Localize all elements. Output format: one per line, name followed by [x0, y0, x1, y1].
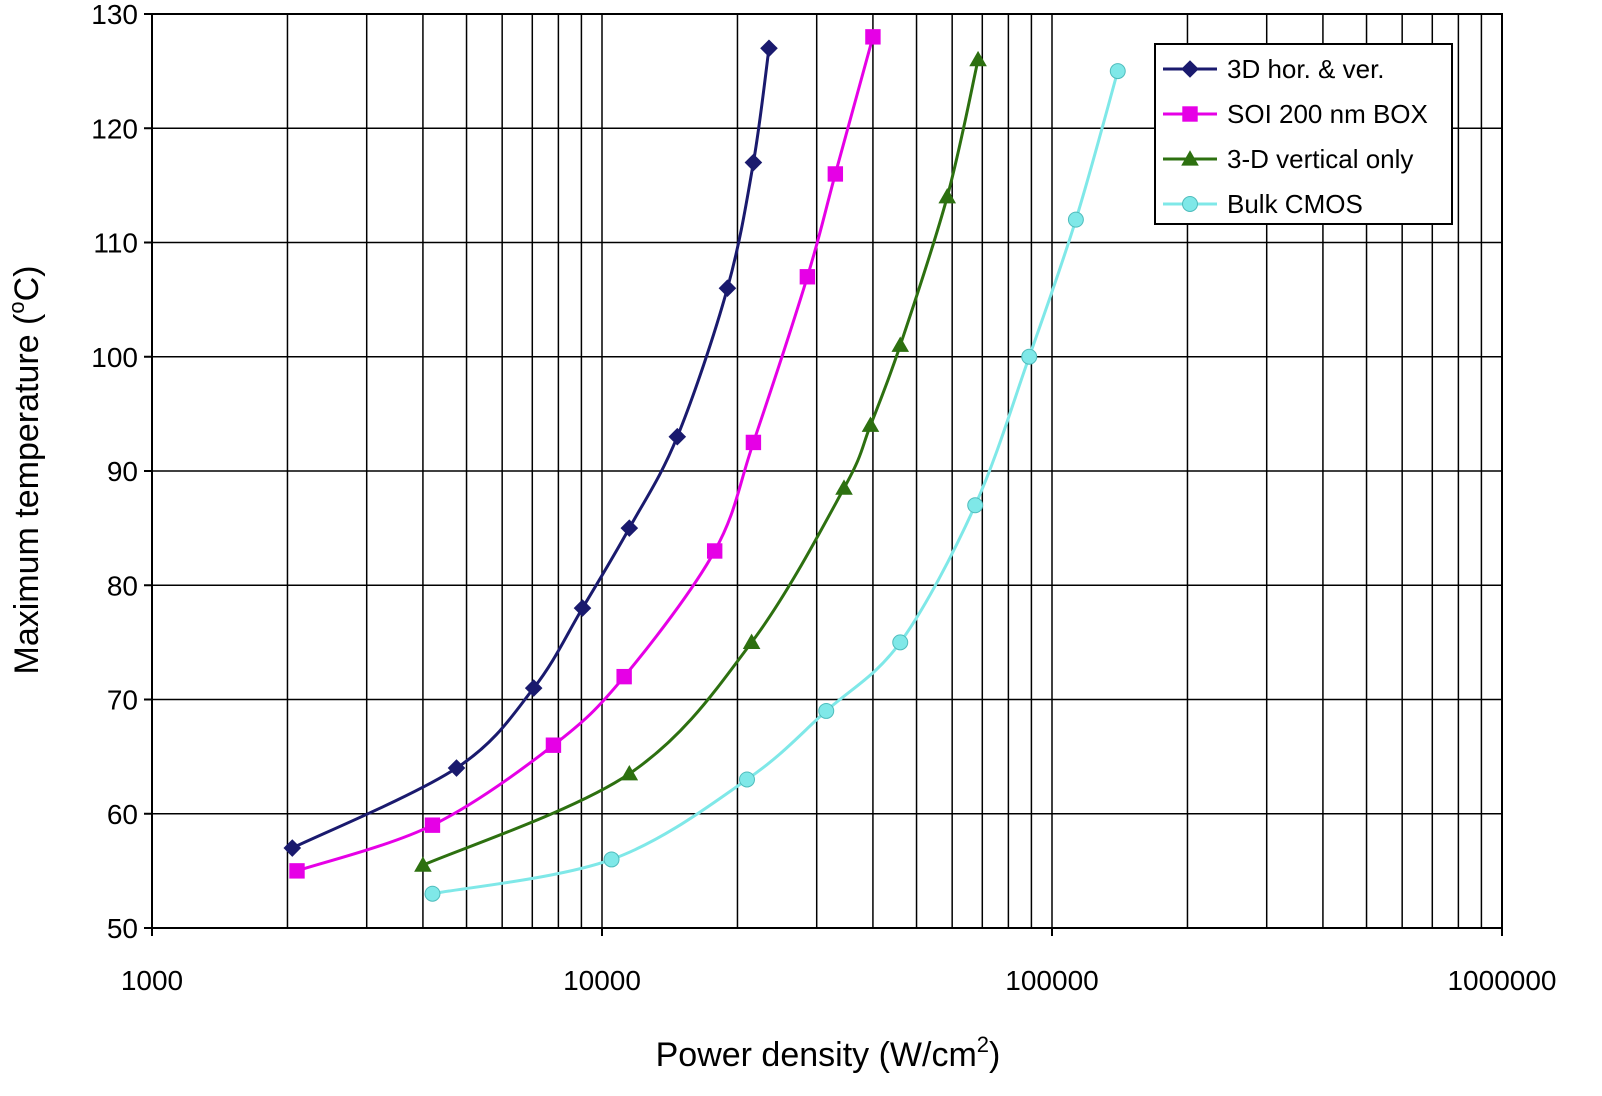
data-point [718, 279, 737, 297]
series-2 [414, 50, 987, 872]
legend-marker [1182, 106, 1198, 122]
grid [144, 13, 1503, 936]
x-axis-title-end: ) [989, 1036, 1000, 1074]
y-tick-label: 130 [91, 0, 138, 30]
series-line [432, 70, 1120, 896]
data-point [892, 634, 909, 651]
y-tick-label: 100 [91, 342, 138, 373]
y-tick-label: 80 [107, 570, 138, 601]
legend-label: SOI 200 nm BOX [1227, 99, 1428, 129]
y-tick-label: 70 [107, 685, 138, 716]
data-point [969, 50, 987, 67]
legend-marker [1181, 60, 1199, 78]
legend-item: 3D hor. & ver. [1163, 54, 1385, 84]
data-point [706, 543, 723, 559]
y-axis-title-end: C) [8, 265, 46, 301]
y-tick-label: 90 [107, 456, 138, 487]
data-point [524, 679, 543, 697]
x-tick-label: 1000 [121, 965, 183, 996]
y-axis-title: Maximum temperature (oC) [4, 265, 46, 674]
x-axis-title: Power density (W/cm2) [656, 1032, 1001, 1074]
series-line [296, 36, 875, 873]
data-point [799, 269, 816, 285]
data-point [861, 416, 880, 432]
series-3 [424, 63, 1126, 902]
series-1 [289, 29, 881, 879]
y-axis-title-main: Maximum temperature ( [8, 313, 46, 675]
data-point [573, 599, 592, 617]
x-tick-label: 10000 [563, 965, 641, 996]
data-point [545, 737, 562, 753]
series-0 [283, 39, 778, 857]
data-point [603, 851, 620, 868]
y-tick-label: 110 [93, 228, 138, 259]
y-tick-label: 50 [107, 913, 138, 944]
data-point [616, 668, 632, 685]
legend-item: Bulk CMOS [1163, 189, 1363, 219]
series-line [422, 59, 980, 867]
y-axis-title-sup: o [4, 301, 29, 313]
legend-label: 3-D vertical only [1227, 144, 1413, 174]
data-point [818, 702, 835, 719]
x-axis-title-main: Power density (W/cm [656, 1036, 977, 1074]
x-tick-label: 1000000 [1447, 965, 1556, 996]
legend-item: SOI 200 nm BOX [1163, 99, 1428, 129]
data-point [668, 427, 687, 446]
y-tick-label: 60 [107, 799, 138, 830]
data-point [1067, 211, 1084, 228]
data-point [938, 188, 957, 204]
y-tick-labels: 50 60 70 80 90 100 110 120 130 [91, 0, 138, 944]
data-point [283, 839, 302, 857]
legend-box [1154, 43, 1453, 225]
data-point [447, 759, 466, 777]
data-point [744, 153, 763, 172]
data-point [760, 39, 778, 58]
data-point [835, 479, 853, 495]
series-line [291, 48, 771, 850]
data-point [289, 863, 305, 879]
data-point [745, 434, 762, 451]
legend-label: 3D hor. & ver. [1227, 54, 1385, 84]
legend: 3D hor. & ver. SOI 200 nm BOX 3-D vertical… [1154, 43, 1453, 225]
legend-item: 3-D vertical only [1163, 144, 1413, 174]
legend-label: Bulk CMOS [1227, 189, 1363, 219]
x-tick-labels: 1000 10000 100000 1000000 [121, 965, 1557, 996]
data-point [742, 633, 761, 649]
data-point [620, 519, 639, 537]
x-axis-title-sup: 2 [977, 1032, 989, 1057]
data-point [827, 166, 844, 182]
data-point [865, 29, 881, 45]
data-point [1021, 348, 1038, 365]
data-point [1109, 63, 1126, 80]
data-point [424, 817, 441, 833]
data-point [739, 771, 755, 788]
x-tick-label: 100000 [1005, 965, 1098, 996]
plot-frame [151, 13, 1503, 929]
data-point [424, 885, 441, 902]
data-point [414, 856, 432, 872]
y-tick-label: 120 [91, 113, 138, 144]
data-point [891, 336, 910, 352]
data-point [620, 764, 639, 781]
legend-marker [1181, 150, 1199, 166]
data-point [967, 497, 984, 514]
legend-marker [1182, 196, 1198, 212]
series-layer [283, 29, 1126, 902]
